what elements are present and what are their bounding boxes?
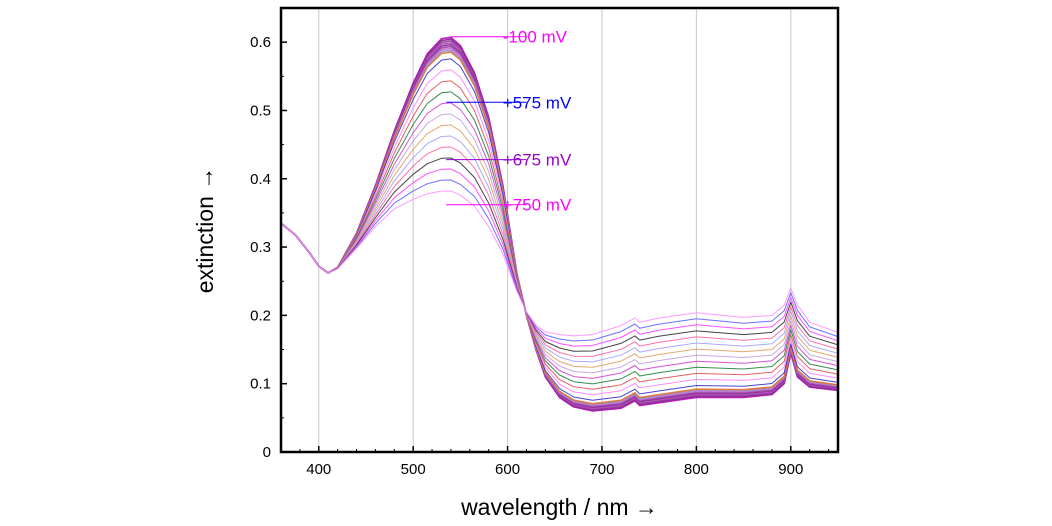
y-tick-label: 0.4	[250, 171, 271, 188]
x-tick-label: 700	[589, 461, 614, 478]
plot-frame	[279, 6, 840, 454]
series-layer	[280, 36, 839, 412]
x-tick-label: 900	[778, 461, 803, 478]
annotation-label-4: +750 mV	[503, 196, 572, 215]
axis-layer: 400 500 600 700 800 900 0 0.1 0.2 0.3 0.4 0.5 0.6	[250, 34, 830, 478]
y-tick-label: 0.5	[250, 102, 271, 119]
y-axis-label: extinction →	[192, 167, 218, 294]
annotation-label-1: -100 mV	[503, 28, 568, 47]
annotation-label-3: +675 mV	[503, 151, 572, 170]
annotation-label-2: +575 mV	[503, 93, 572, 112]
y-tick-label: 0.2	[250, 307, 271, 324]
x-tick-label: 600	[495, 461, 520, 478]
annotation-layer: -100 mV +575 mV +675 mV +750 mV	[446, 28, 572, 215]
y-tick-label: 0.1	[250, 376, 271, 393]
x-axis-label: wavelength / nm →	[460, 494, 658, 520]
y-tick-label: 0	[263, 444, 271, 461]
spectrum-line-14	[280, 102, 839, 379]
spectrum-line-22	[280, 190, 839, 337]
x-tick-label: 400	[306, 461, 331, 478]
y-tick-label: 0.3	[250, 239, 271, 256]
x-tick-label: 800	[684, 461, 709, 478]
x-tick-label: 500	[401, 461, 426, 478]
spectrum-line-18	[280, 146, 839, 357]
y-tick-label: 0.6	[250, 34, 271, 51]
